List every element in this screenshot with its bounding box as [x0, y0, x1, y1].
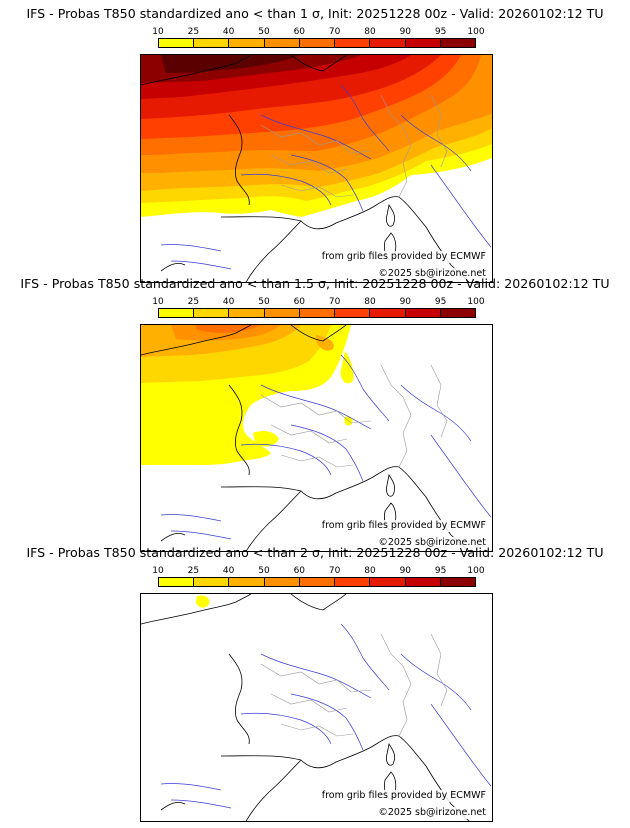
colorbar-label: 10	[152, 27, 164, 37]
admin-borders	[260, 94, 448, 198]
credit-copyright: ©2025 sb@irizone.net	[377, 268, 487, 280]
colorbar-cell	[229, 39, 265, 47]
colorbar-label: 10	[152, 297, 164, 307]
colorbar-label: 70	[328, 27, 341, 37]
colorbar-label: 50	[258, 297, 270, 307]
probability-map: from grib files provided by ECMWF ©2025 …	[140, 54, 493, 283]
colorbar-label: 25	[187, 566, 200, 576]
colorbar-label: 50	[258, 27, 270, 37]
panel-title: IFS - Probas T850 standardized ano < tha…	[20, 276, 610, 291]
colorbar-labels: 10 25 40 50 60 70 80 90 95 100	[152, 297, 484, 308]
coastlines	[141, 594, 470, 821]
colorbar-label: 60	[293, 27, 306, 37]
rivers	[160, 623, 492, 809]
colorbar-label: 95	[434, 27, 447, 37]
colorbar	[158, 38, 476, 48]
colorbar-cell	[299, 309, 336, 317]
colorbar-cell	[299, 39, 336, 47]
colorbar-label: 100	[467, 27, 485, 37]
colorbar-cell	[405, 578, 441, 586]
colorbar-label: 95	[434, 566, 447, 576]
colorbar-label: 40	[222, 297, 235, 307]
colorbar-label: 100	[467, 297, 485, 307]
admin-borders	[260, 364, 448, 468]
colorbar-labels: 10 25 40 50 60 70 80 90 95 100	[152, 27, 484, 38]
colorbar-cell	[370, 578, 406, 586]
rivers	[160, 84, 492, 270]
colorbar-cell	[194, 578, 230, 586]
colorbar-cell	[335, 578, 371, 586]
colorbar-label: 80	[364, 566, 376, 576]
probability-shading	[141, 325, 354, 465]
colorbar-label: 10	[152, 566, 164, 576]
colorbar-cell	[264, 309, 300, 317]
colorbar-label: 60	[293, 297, 306, 307]
colorbar-cell	[264, 39, 300, 47]
probability-shading	[196, 595, 210, 608]
colorbar-cell	[440, 39, 475, 47]
credit-source: from grib files provided by ECMWF	[320, 520, 487, 532]
colorbar-label: 40	[222, 27, 235, 37]
colorbar-label: 90	[399, 566, 412, 576]
colorbar-cell	[194, 309, 230, 317]
colorbar-labels: 10 25 40 50 60 70 80 90 95 100	[152, 566, 484, 577]
colorbar	[158, 577, 476, 587]
rivers	[160, 354, 492, 540]
credit-copyright: ©2025 sb@irizone.net	[377, 807, 487, 819]
colorbar-cell	[405, 309, 441, 317]
admin-borders	[260, 633, 448, 737]
colorbar-cell	[159, 578, 195, 586]
colorbar-cell	[335, 39, 371, 47]
colorbar-cell	[405, 39, 441, 47]
colorbar-cell	[440, 578, 475, 586]
colorbar-cell	[159, 309, 195, 317]
colorbar-cell	[335, 309, 371, 317]
colorbar-cell	[229, 578, 265, 586]
colorbar-label: 80	[364, 297, 376, 307]
colorbar-label: 100	[467, 566, 485, 576]
colorbar-label: 50	[258, 566, 270, 576]
colorbar-cell	[159, 39, 195, 47]
colorbar-label: 90	[399, 27, 412, 37]
colorbar-label: 40	[222, 566, 235, 576]
colorbar-label: 80	[364, 27, 376, 37]
colorbar	[158, 308, 476, 318]
colorbar-label: 95	[434, 297, 447, 307]
probability-map: from grib files provided by ECMWF ©2025 …	[140, 593, 493, 822]
probability-shading	[141, 55, 492, 217]
colorbar-label: 70	[328, 566, 341, 576]
colorbar-cell	[370, 39, 406, 47]
coastlines	[141, 325, 470, 551]
colorbar-cell	[440, 309, 475, 317]
colorbar-cell	[229, 309, 265, 317]
panel-title: IFS - Probas T850 standardized ano < tha…	[26, 6, 604, 21]
colorbar-cell	[264, 578, 300, 586]
credit-source: from grib files provided by ECMWF	[320, 251, 487, 263]
colorbar-cell	[299, 578, 336, 586]
colorbar-cell	[370, 309, 406, 317]
credit-source: from grib files provided by ECMWF	[320, 790, 487, 802]
colorbar-label: 60	[293, 566, 306, 576]
panel-title: IFS - Probas T850 standardized ano < tha…	[26, 545, 604, 560]
colorbar-label: 70	[328, 297, 341, 307]
colorbar-label: 25	[187, 297, 200, 307]
coastlines	[141, 55, 470, 282]
credit-copyright: ©2025 sb@irizone.net	[377, 537, 487, 549]
colorbar-label: 25	[187, 27, 200, 37]
probability-map: from grib files provided by ECMWF ©2025 …	[140, 324, 493, 552]
colorbar-label: 90	[399, 297, 412, 307]
colorbar-cell	[194, 39, 230, 47]
